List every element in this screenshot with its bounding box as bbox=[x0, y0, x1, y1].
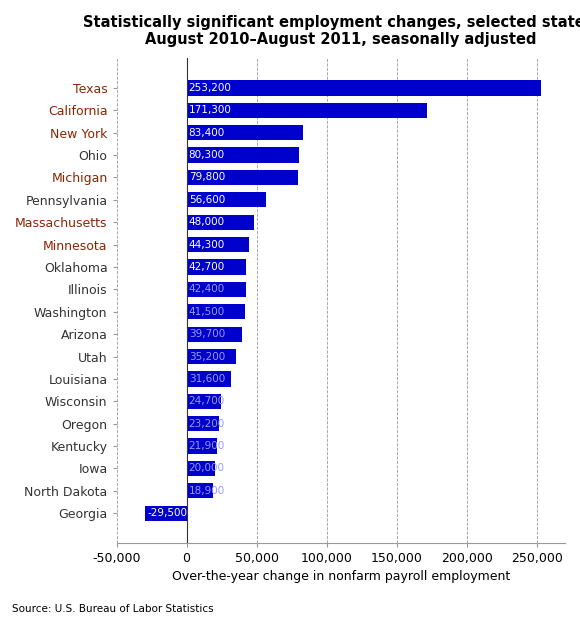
Bar bbox=[187, 461, 215, 476]
Bar bbox=[187, 80, 542, 96]
Text: 18,900: 18,900 bbox=[188, 486, 225, 496]
Bar bbox=[187, 147, 299, 163]
Text: 35,200: 35,200 bbox=[188, 352, 225, 362]
Text: 80,300: 80,300 bbox=[188, 150, 225, 160]
Text: 42,700: 42,700 bbox=[188, 262, 225, 272]
X-axis label: Over-the-year change in nonfarm payroll employment: Over-the-year change in nonfarm payroll … bbox=[172, 571, 510, 584]
Bar bbox=[187, 170, 299, 185]
Text: 23,200: 23,200 bbox=[188, 419, 225, 429]
Text: 24,700: 24,700 bbox=[188, 396, 225, 407]
Bar bbox=[187, 371, 231, 387]
Bar bbox=[187, 125, 303, 140]
Text: 83,400: 83,400 bbox=[188, 128, 225, 138]
Bar bbox=[187, 193, 266, 207]
Text: 44,300: 44,300 bbox=[188, 239, 225, 250]
Text: 48,000: 48,000 bbox=[188, 217, 225, 227]
Bar bbox=[187, 349, 236, 364]
Bar bbox=[187, 282, 246, 297]
Text: 21,900: 21,900 bbox=[188, 441, 225, 451]
Text: 56,600: 56,600 bbox=[188, 195, 225, 205]
Text: Source: U.S. Bureau of Labor Statistics: Source: U.S. Bureau of Labor Statistics bbox=[12, 604, 213, 614]
Text: 39,700: 39,700 bbox=[188, 329, 225, 339]
Bar bbox=[187, 416, 219, 431]
Bar bbox=[187, 326, 242, 342]
Text: 79,800: 79,800 bbox=[188, 173, 225, 183]
Text: 20,000: 20,000 bbox=[188, 463, 224, 473]
Text: 253,200: 253,200 bbox=[188, 83, 231, 93]
Bar bbox=[187, 237, 249, 252]
Bar bbox=[187, 102, 427, 118]
Text: 42,400: 42,400 bbox=[188, 284, 225, 294]
Text: 171,300: 171,300 bbox=[188, 106, 231, 115]
Title: Statistically significant employment changes, selected states,
August 2010–Augus: Statistically significant employment cha… bbox=[83, 15, 580, 48]
Bar bbox=[187, 259, 246, 275]
Bar bbox=[187, 215, 254, 230]
Text: -29,500: -29,500 bbox=[147, 508, 187, 518]
Bar bbox=[145, 506, 187, 521]
Bar bbox=[187, 439, 218, 453]
Text: 41,500: 41,500 bbox=[188, 307, 225, 317]
Bar bbox=[187, 483, 213, 499]
Bar bbox=[187, 304, 245, 320]
Bar bbox=[187, 394, 221, 409]
Text: 31,600: 31,600 bbox=[188, 374, 225, 384]
